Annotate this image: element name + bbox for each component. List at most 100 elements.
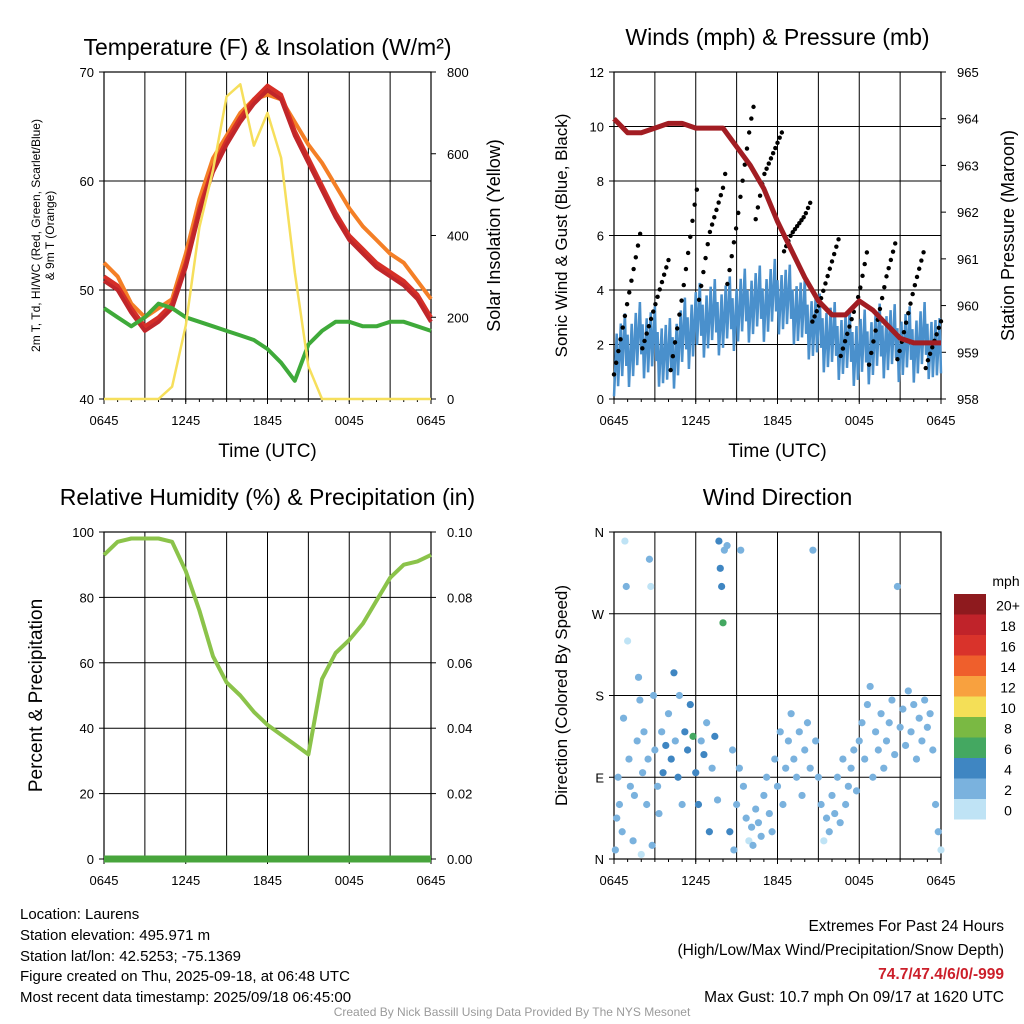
direction-point	[713, 796, 722, 804]
gust-point	[877, 306, 883, 312]
y-tick-label: N	[595, 525, 604, 540]
gust-point	[862, 261, 867, 267]
series-line	[102, 301, 432, 383]
direction-point	[615, 800, 624, 809]
gust-point	[659, 279, 665, 285]
direction-point	[654, 782, 662, 790]
gust-point	[751, 104, 756, 110]
x-axis-label: Time (UTC)	[728, 441, 827, 462]
direction-point	[718, 582, 726, 591]
direction-point	[647, 582, 655, 591]
direction-point	[659, 769, 667, 777]
series-line	[102, 88, 433, 333]
gust-point	[744, 146, 750, 151]
gust-point	[788, 233, 793, 238]
direction-point	[639, 769, 647, 777]
direction-point	[822, 814, 831, 822]
y-tick-label: 10	[590, 120, 604, 135]
gust-point	[768, 156, 774, 161]
gust-point	[829, 259, 835, 264]
gust-point	[720, 185, 726, 191]
series-line	[102, 92, 433, 320]
y-tick-label: S	[595, 689, 604, 704]
legend-swatch	[954, 758, 986, 779]
speed-legend: mph 20+ 18 16 14 12 10 8 6 4 2 0	[954, 573, 1020, 820]
gust-point	[616, 348, 621, 354]
gust-point	[860, 273, 865, 279]
gust-point	[834, 244, 839, 249]
sonic-wind-line	[612, 258, 943, 397]
direction-point	[763, 773, 771, 781]
direction-point	[934, 828, 942, 836]
gust-point	[624, 301, 630, 307]
gust-point	[716, 200, 721, 205]
chart-title: Temperature (F) & Insolation (W/m²)	[83, 34, 451, 60]
y2-tick-label: 200	[447, 310, 469, 325]
gust-point	[753, 216, 758, 222]
y-tick-label: 70	[80, 65, 94, 80]
direction-point	[929, 746, 937, 754]
extremes-title: Extremes For Past 24 Hours	[808, 918, 1004, 935]
y-tick-label: 100	[72, 525, 94, 540]
direction-point	[803, 719, 812, 727]
gust-point	[895, 357, 900, 362]
gust-point	[718, 192, 724, 198]
direction-point	[614, 773, 622, 781]
legend-swatch	[954, 594, 986, 615]
direction-point	[858, 719, 866, 727]
station-location: Location: Laurens	[20, 906, 140, 923]
gust-point	[777, 135, 782, 140]
gust-point	[688, 234, 693, 240]
gust-point	[629, 278, 634, 283]
y2-tick-label: 0	[447, 392, 454, 407]
legend-label: 10	[1000, 700, 1016, 716]
y2-tick-label: 958	[957, 392, 979, 407]
y2-tick-label: 0.04	[447, 721, 472, 736]
direction-point	[817, 800, 825, 809]
y2-tick-label: 964	[957, 112, 979, 127]
direction-point	[618, 828, 626, 836]
series-line	[102, 83, 433, 329]
y-tick-label: W	[592, 607, 605, 622]
direction-point	[757, 832, 765, 840]
gust-point	[755, 205, 761, 210]
direction-point	[644, 755, 652, 763]
gust-point	[866, 362, 872, 367]
gust-point	[766, 161, 771, 166]
gust-point	[773, 145, 778, 151]
y2-tick-label: 960	[957, 299, 979, 314]
gust-point	[836, 237, 841, 242]
gust-point	[642, 338, 647, 344]
gust-point	[646, 324, 652, 329]
gust-point	[692, 202, 697, 207]
direction-point	[885, 719, 893, 727]
direction-point	[754, 819, 763, 827]
direction-point	[842, 800, 850, 809]
gust-point	[648, 316, 654, 322]
y-axis-label: Sonic Wind & Gust (Blue, Black)	[552, 114, 571, 358]
direction-point	[719, 619, 727, 627]
y-tick-label: 60	[80, 656, 94, 671]
chart-title: Relative Humidity (%) & Precipitation (i…	[60, 484, 475, 510]
gust-point	[749, 116, 754, 121]
direction-point	[784, 737, 793, 745]
direction-point	[625, 755, 633, 763]
gust-point	[781, 249, 787, 254]
direction-point	[912, 755, 921, 763]
direction-point	[866, 682, 874, 691]
y-axis-label: Percent & Precipitation	[26, 599, 47, 792]
legend-label: 14	[1000, 659, 1016, 675]
gust-point	[884, 274, 889, 279]
y-tick-label: 2	[597, 338, 604, 353]
gust-point	[888, 257, 894, 263]
gust-point	[727, 267, 732, 273]
x-tick-label: 1845	[253, 413, 282, 428]
gust-point	[733, 226, 739, 231]
x-tick-label: 0045	[845, 873, 874, 888]
direction-point	[621, 537, 629, 545]
direction-point	[662, 741, 670, 750]
direction-point	[899, 705, 907, 713]
direction-point	[728, 746, 737, 754]
direction-point	[674, 773, 682, 781]
gust-point	[808, 200, 813, 205]
